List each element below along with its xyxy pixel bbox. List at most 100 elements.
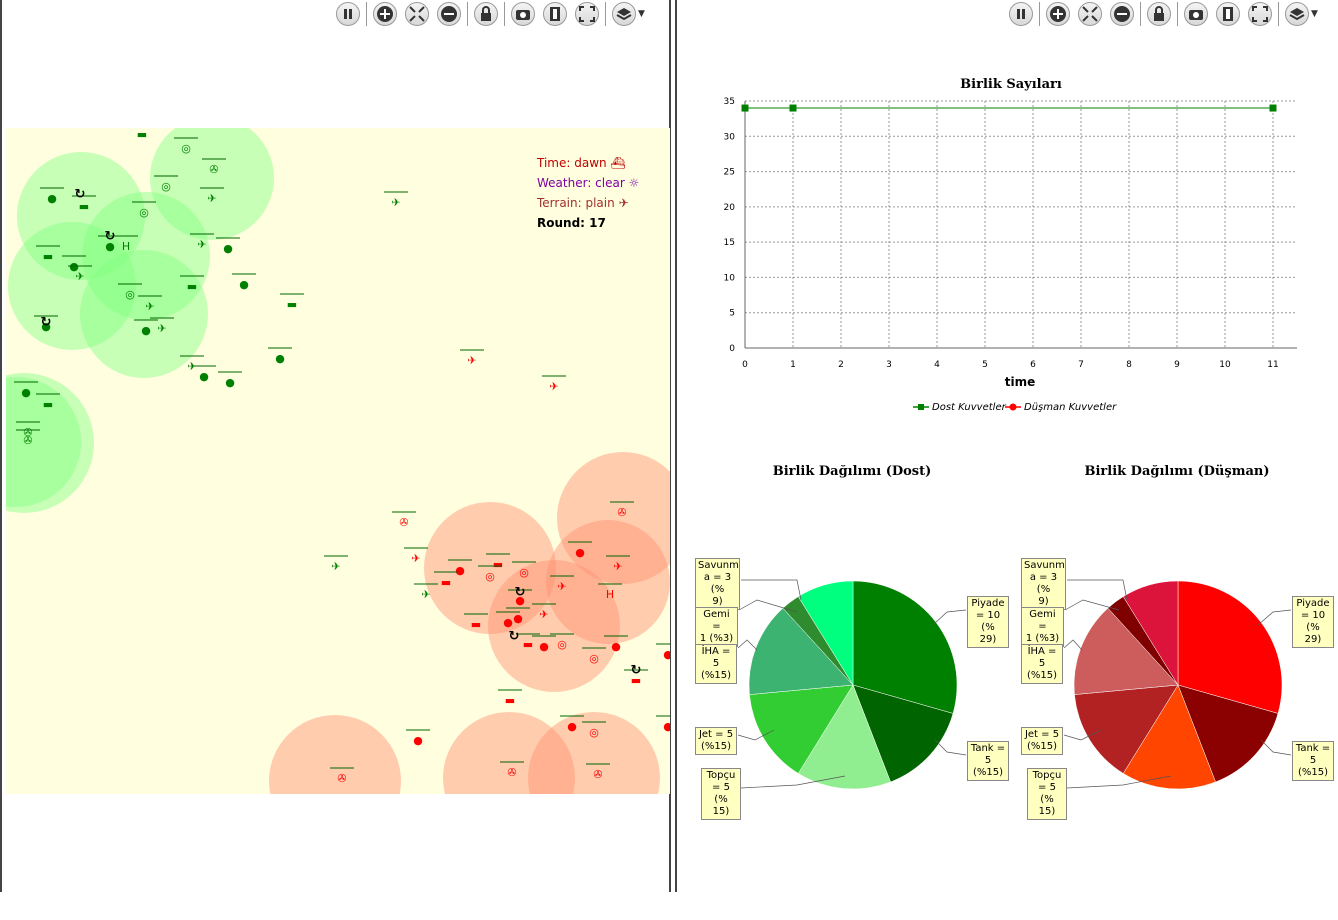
enemy-unit[interactable]: ◎ bbox=[485, 570, 495, 583]
friendly-unit[interactable]: ✈ bbox=[421, 588, 430, 601]
friendly-range-circle bbox=[8, 222, 136, 350]
friendly-unit[interactable]: ● bbox=[199, 370, 209, 383]
enemy-unit[interactable]: ● bbox=[503, 616, 513, 629]
friendly-unit[interactable]: ● bbox=[275, 352, 285, 365]
enemy-unit[interactable]: ◎ bbox=[557, 638, 567, 651]
pause-button[interactable] bbox=[336, 2, 360, 26]
x-tick-label: 11 bbox=[1267, 360, 1278, 370]
enemy-unit[interactable]: ▬ bbox=[441, 576, 451, 589]
enemy-unit[interactable]: ✈ bbox=[549, 380, 558, 393]
layers-button[interactable] bbox=[612, 2, 636, 26]
friendly-unit[interactable]: ◎ bbox=[161, 180, 171, 193]
enemy-unit[interactable]: ● bbox=[413, 734, 423, 747]
enemy-unit[interactable]: ✈ bbox=[539, 608, 548, 621]
zoom-in-button[interactable] bbox=[373, 2, 397, 26]
enemy-unit[interactable]: H bbox=[606, 588, 614, 601]
enemy-unit[interactable]: ● bbox=[611, 640, 621, 653]
friendly-unit[interactable]: ✇ bbox=[209, 163, 218, 176]
fit-button[interactable] bbox=[405, 2, 429, 26]
friendly-unit[interactable]: ▬ bbox=[187, 280, 197, 293]
friendly-unit[interactable]: ✈ bbox=[145, 300, 154, 313]
friendly-unit[interactable]: ◎ bbox=[181, 142, 191, 155]
enemy-unit[interactable]: ● bbox=[513, 612, 523, 625]
friendly-unit[interactable]: ▬ bbox=[43, 250, 53, 263]
layers-button[interactable] bbox=[1285, 2, 1309, 26]
pie-label-leader bbox=[740, 775, 846, 789]
friendly-unit[interactable]: ✇ bbox=[23, 426, 32, 439]
battle-map[interactable]: ▬ ◎ ✇ ◎ ✈ ● ▬ ◎ ✈ H ● ✈ ● ▬ ● ✈ ▬ ● ◎ ▬ ✈ ● ● ✈ ● ✈ ● ● ● ▬ ✇ ✇ ✈ ✈ ✈ ✈ ✇ ✇ ✈ ●… bbox=[6, 128, 670, 794]
friendly-unit[interactable]: ✈ bbox=[197, 238, 206, 251]
friendly-unit[interactable]: ● bbox=[141, 324, 151, 337]
record-button[interactable] bbox=[1216, 2, 1240, 26]
enemy-unit[interactable]: ✈ bbox=[411, 552, 420, 565]
enemy-unit[interactable]: ✇ bbox=[617, 506, 626, 519]
enemy-unit[interactable]: ● bbox=[455, 564, 465, 577]
enemy-unit[interactable]: ● bbox=[515, 594, 525, 607]
enemy-unit[interactable]: ● bbox=[663, 720, 670, 733]
zoom-out-button[interactable] bbox=[437, 2, 461, 26]
fullscreen-button[interactable] bbox=[1248, 2, 1272, 26]
time-label: Time: dawn ⛴ bbox=[537, 156, 626, 170]
enemy-unit[interactable]: ● bbox=[663, 648, 670, 661]
enemy-unit[interactable]: ▬ bbox=[493, 558, 503, 571]
charts-panel: ▼ Birlik Sayıları 0 1 2 3 4 5 6 7 8 9 10 11 0 5 10 15 20… bbox=[675, 0, 1338, 892]
enemy-unit[interactable]: ✈ bbox=[467, 354, 476, 367]
lock-button[interactable] bbox=[474, 2, 498, 26]
fit-icon bbox=[1082, 6, 1098, 22]
friendly-unit[interactable]: ✈ bbox=[75, 270, 84, 283]
friendly-unit[interactable]: ● bbox=[105, 240, 115, 253]
enemy-unit[interactable]: ✇ bbox=[399, 516, 408, 529]
lock-button[interactable] bbox=[1147, 2, 1171, 26]
friendly-unit[interactable]: ▬ bbox=[79, 200, 89, 213]
enemy-unit[interactable]: ✇ bbox=[507, 766, 516, 779]
friendly-unit[interactable]: ● bbox=[223, 242, 233, 255]
friendly-unit[interactable]: ▬ bbox=[43, 398, 53, 411]
enemy-unit[interactable]: ▬ bbox=[505, 694, 515, 707]
enemy-unit[interactable]: ▬ bbox=[523, 638, 533, 651]
pause-button[interactable] bbox=[1009, 2, 1033, 26]
friendly-unit[interactable]: ◎ bbox=[125, 288, 135, 301]
enemy-unit[interactable]: ◎ bbox=[589, 726, 599, 739]
lock-icon bbox=[1154, 6, 1164, 21]
friendly-unit[interactable]: ▬ bbox=[287, 298, 297, 311]
snapshot-button[interactable] bbox=[511, 2, 535, 26]
pause-icon bbox=[1017, 9, 1025, 19]
friendly-unit[interactable]: ● bbox=[239, 278, 249, 291]
friendly-unit[interactable]: ● bbox=[225, 376, 235, 389]
layers-dropdown-icon[interactable]: ▼ bbox=[1311, 9, 1318, 19]
layers-dropdown-icon[interactable]: ▼ bbox=[638, 9, 645, 19]
fullscreen-button[interactable] bbox=[575, 2, 599, 26]
line-chart-legend: Dost Kuvvetler Düşman Kuvvetler bbox=[913, 402, 1117, 413]
enemy-unit[interactable]: ▬ bbox=[471, 618, 481, 631]
friendly-unit[interactable]: ● bbox=[41, 320, 51, 333]
friendly-unit[interactable]: ▬ bbox=[137, 128, 147, 141]
enemy-unit[interactable]: ✇ bbox=[337, 772, 346, 785]
y-tick-label: 35 bbox=[724, 97, 735, 107]
friendly-unit[interactable]: ✈ bbox=[391, 196, 400, 209]
enemy-unit[interactable]: ● bbox=[575, 546, 585, 559]
friendly-unit[interactable]: H bbox=[122, 240, 130, 253]
zoom-in-button[interactable] bbox=[1046, 2, 1070, 26]
enemy-unit[interactable]: ● bbox=[539, 640, 549, 653]
map-toolbar: ▼ bbox=[332, 0, 645, 28]
friendly-unit[interactable]: ◎ bbox=[139, 206, 149, 219]
friendly-unit[interactable]: ✈ bbox=[207, 192, 216, 205]
pie-slice-dost-2 bbox=[797, 684, 891, 790]
fit-button[interactable] bbox=[1078, 2, 1102, 26]
record-button[interactable] bbox=[543, 2, 567, 26]
enemy-unit[interactable]: ◎ bbox=[519, 566, 529, 579]
friendly-unit[interactable]: ● bbox=[47, 192, 57, 205]
friendly-unit[interactable]: ● bbox=[21, 386, 31, 399]
enemy-unit[interactable]: ✈ bbox=[613, 560, 622, 573]
enemy-unit[interactable]: ✈ bbox=[557, 580, 566, 593]
friendly-unit[interactable]: ✇ bbox=[23, 434, 32, 447]
pie-label-leader bbox=[1066, 775, 1172, 789]
enemy-unit[interactable]: ◎ bbox=[589, 652, 599, 665]
enemy-unit[interactable]: ▬ bbox=[631, 674, 641, 687]
enemy-unit[interactable]: ✇ bbox=[593, 768, 602, 781]
snapshot-button[interactable] bbox=[1184, 2, 1208, 26]
friendly-unit[interactable]: ✈ bbox=[331, 560, 340, 573]
friendly-unit[interactable]: ✈ bbox=[157, 322, 166, 335]
enemy-unit[interactable]: ● bbox=[567, 720, 577, 733]
zoom-out-button[interactable] bbox=[1110, 2, 1134, 26]
